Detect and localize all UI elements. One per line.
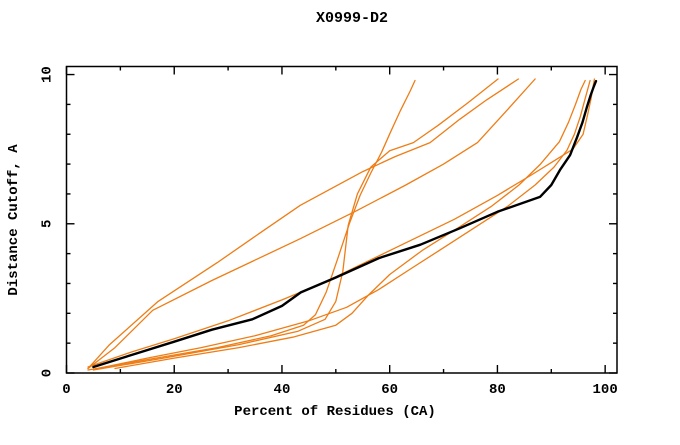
y-tick-label: 0 (40, 369, 56, 377)
series-model-3 (87, 78, 520, 370)
x-tick-label: 40 (274, 382, 291, 398)
series-model-6 (92, 79, 591, 371)
plot-frame (65, 65, 618, 374)
y-axis-title: Distance Cutoff, A (6, 144, 22, 296)
y-tick-label: 10 (40, 66, 56, 83)
series-reference-average (92, 79, 598, 369)
axis-ticks (65, 66, 617, 374)
x-tick-label: 0 (62, 382, 70, 398)
y-tick-label: 5 (40, 220, 56, 228)
series-model-5 (87, 78, 596, 368)
x-tick-label: 80 (489, 382, 506, 398)
chart-title: X0999-D2 (316, 10, 388, 27)
axis-tick-labels: 0 20 40 60 80 100 0 5 10 (40, 66, 618, 398)
plot-border (65, 65, 618, 374)
x-tick-label: 20 (166, 382, 183, 398)
series-model-2 (92, 78, 499, 371)
data-series (87, 78, 598, 371)
x-axis-title: Percent of Residues (CA) (234, 404, 436, 420)
series-model-4 (87, 78, 536, 370)
x-tick-label: 100 (593, 382, 618, 398)
series-model-7 (114, 79, 586, 370)
series-model-1 (87, 79, 416, 371)
x-tick-label: 60 (381, 382, 398, 398)
